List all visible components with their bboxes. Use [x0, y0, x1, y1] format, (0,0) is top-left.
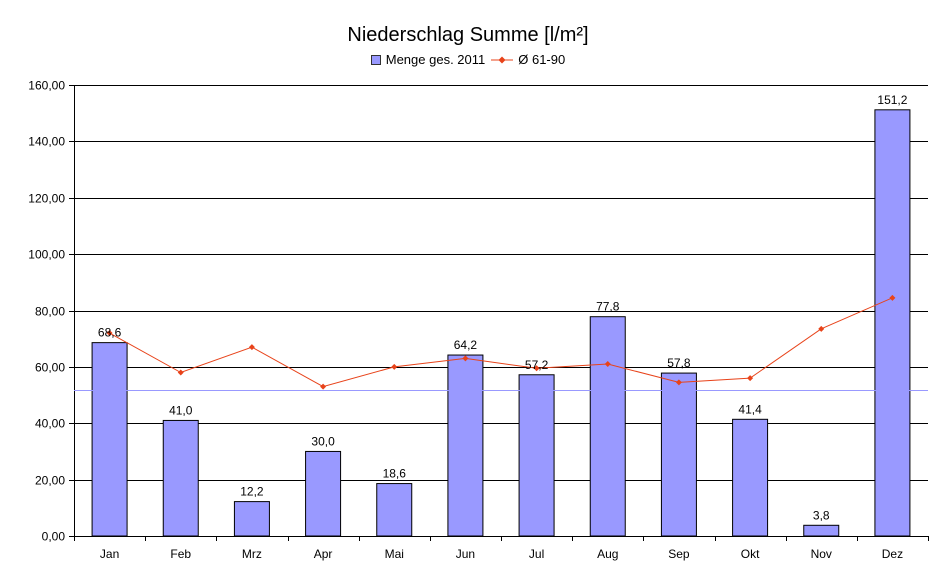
legend-item-bars: Menge ges. 2011	[370, 52, 486, 67]
x-tick-label: Feb	[170, 547, 191, 561]
bar	[874, 109, 911, 537]
y-tick-label: 100,00	[28, 248, 65, 262]
chart-title: Niederschlag Summe [l/m²]	[347, 24, 589, 46]
bar-data-label: 12,2	[240, 485, 264, 499]
bar	[518, 374, 555, 537]
y-tick-label: 0,00	[42, 530, 66, 544]
bar	[233, 501, 270, 537]
bar	[447, 354, 484, 537]
bar-data-label: 77,8	[596, 300, 620, 314]
legend-line-swatch	[491, 56, 514, 63]
bar-data-label: 41,0	[169, 403, 193, 417]
y-tick-label: 160,00	[28, 79, 65, 93]
bar	[91, 342, 128, 537]
x-tick-label: Nov	[811, 547, 832, 561]
y-tick-label: 80,00	[35, 305, 65, 319]
legend-label-line: Ø 61-90	[518, 52, 566, 67]
bar	[660, 372, 697, 537]
x-tick-label: Aug	[597, 547, 618, 561]
average-line	[109, 297, 893, 388]
legend-label-bars: Menge ges. 2011	[385, 52, 486, 67]
bar-data-label: 30,0	[311, 434, 335, 448]
average-point	[818, 325, 825, 332]
average-point	[675, 379, 682, 386]
average-point	[248, 344, 255, 351]
bar	[305, 450, 342, 537]
average-point	[747, 375, 754, 382]
x-tick-label: Okt	[741, 547, 760, 561]
legend: Menge ges. 2011 Ø 61-90	[0, 52, 936, 67]
average-point	[320, 383, 327, 390]
legend-item-line: Ø 61-90	[491, 52, 565, 67]
average-point	[391, 363, 398, 370]
x-tick-label: Dez	[882, 547, 903, 561]
y-tick-label: 140,00	[28, 135, 65, 149]
bar	[589, 316, 626, 537]
bar	[162, 419, 199, 537]
average-point	[462, 355, 469, 362]
bar-data-label: 57,2	[525, 358, 549, 372]
y-tick-label: 20,00	[35, 474, 65, 488]
x-tick-label: Jan	[100, 547, 119, 561]
x-tick-label: Apr	[314, 547, 333, 561]
y-tick-label: 40,00	[35, 417, 65, 431]
legend-bar-swatch	[370, 54, 381, 65]
x-tick-label: Jul	[529, 547, 544, 561]
bar-data-label: 18,6	[383, 467, 407, 481]
bar-data-label: 64,2	[454, 338, 478, 352]
average-point	[177, 369, 184, 376]
average-point	[889, 294, 896, 301]
average-point	[604, 361, 611, 368]
x-tick-label: Sep	[668, 547, 690, 561]
bar	[376, 483, 413, 537]
average-point	[533, 365, 540, 372]
bar-data-label: 3,8	[813, 508, 830, 522]
y-tick-label: 120,00	[28, 192, 65, 206]
bar	[803, 524, 840, 537]
x-tick-label: Jun	[456, 547, 475, 561]
bar-data-label: 151,2	[877, 93, 907, 107]
bar	[732, 418, 769, 537]
average-point	[106, 330, 113, 337]
x-tick-label: Mrz	[242, 547, 262, 561]
bar-data-label: 57,8	[667, 356, 691, 370]
bar-data-label: 41,4	[738, 402, 762, 416]
x-tick-label: Mai	[385, 547, 404, 561]
bar-data-label: 68,6	[98, 326, 122, 340]
y-tick-label: 60,00	[35, 361, 65, 375]
